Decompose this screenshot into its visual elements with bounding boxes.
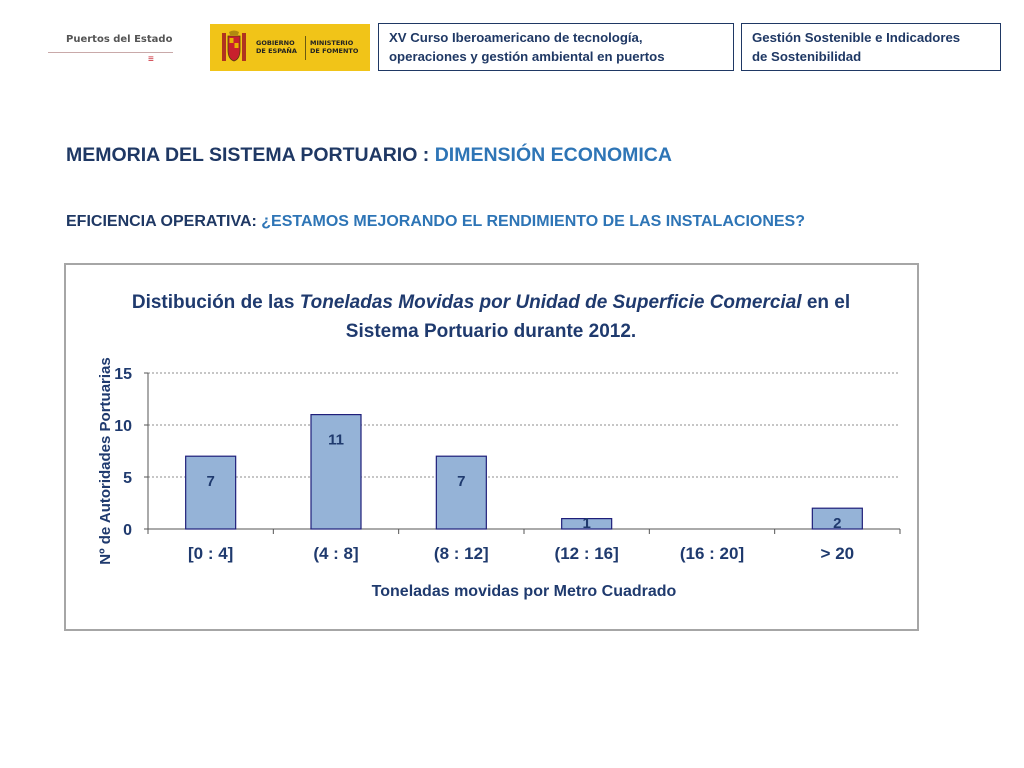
ministerio-label: MINISTERIO DE FOMENTO (310, 39, 359, 55)
chart-title-line-2: Sistema Portuario durante 2012. (346, 321, 636, 342)
y-tick-label: 5 (123, 470, 132, 487)
bar-1 (310, 414, 362, 530)
logo-separator (305, 36, 306, 60)
course-title-box: XV Curso Iberoamericano de tecnología, o… (378, 23, 734, 71)
logo-divider (48, 52, 173, 53)
topic-line-1: Gestión Sostenible e Indicadores (752, 30, 961, 45)
gobierno-label: GOBIERNO DE ESPAÑA (256, 39, 297, 55)
data-label-2: 7 (457, 473, 465, 490)
puertos-logo-text: Puertos del Estado (66, 34, 173, 45)
x-tick-label-4: (16 : 20] (680, 544, 744, 563)
chart-title-part-1: Toneladas Movidas por Unidad de Superfic… (300, 292, 803, 313)
page-subtitle-main: EFICIENCIA OPERATIVA: (66, 213, 262, 230)
page-subtitle-accent: ¿ESTAMOS MEJORANDO EL RENDIMIENTO DE LAS… (261, 213, 805, 230)
bar-0 (185, 455, 237, 530)
bar-chart: Distibución de las Toneladas Movidas por… (97, 292, 901, 600)
x-axis-title: Toneladas movidas por Metro Cuadrado (372, 583, 677, 600)
chart-title-part-0: Distibución de las (132, 292, 300, 313)
x-tick-label-3: (12 : 16] (555, 544, 619, 563)
chart-frame: Distibución de las Toneladas Movidas por… (64, 263, 919, 631)
data-label-5: 2 (833, 515, 841, 532)
page-title-main: MEMORIA DEL SISTEMA PORTUARIO : (66, 144, 435, 166)
y-tick-label: 10 (114, 418, 132, 435)
gobierno-espana-logo: GOBIERNO DE ESPAÑA MINISTERIO DE FOMENTO (210, 24, 370, 71)
page-subtitle: EFICIENCIA OPERATIVA: ¿ESTAMOS MEJORANDO… (66, 213, 805, 231)
course-title-line-2: operaciones y gestión ambiental en puert… (389, 49, 665, 64)
data-label-3: 1 (582, 515, 590, 532)
y-tick-label: 0 (123, 522, 132, 539)
x-tick-label-2: (8 : 12] (434, 544, 489, 563)
data-label-0: 7 (206, 473, 214, 490)
topic-box: Gestión Sostenible e Indicadores de Sost… (741, 23, 1001, 71)
bar-3 (561, 518, 613, 530)
course-title-line-1: XV Curso Iberoamericano de tecnología, (389, 30, 643, 45)
page-title: MEMORIA DEL SISTEMA PORTUARIO : DIMENSIÓ… (66, 144, 672, 167)
x-tick-label-5: > 20 (821, 544, 855, 563)
coat-of-arms-icon (222, 30, 246, 62)
x-tick-label-1: (4 : 8] (313, 544, 358, 563)
puertos-del-estado-logo: Puertos del Estado ≡ (48, 28, 178, 68)
page-title-accent: DIMENSIÓN ECONOMICA (434, 144, 672, 166)
chart-title-line-1: Distibución de las Toneladas Movidas por… (132, 292, 850, 313)
y-axis-title: Nº de Autoridades Portuarias (97, 357, 114, 564)
bar-5 (811, 507, 863, 530)
bar-2 (435, 455, 487, 530)
x-tick-label-0: [0 : 4] (188, 544, 233, 563)
y-tick-label: 15 (114, 366, 132, 383)
data-label-1: 11 (328, 432, 344, 449)
puertos-mark-icon: ≡ (148, 54, 154, 65)
topic-line-2: de Sostenibilidad (752, 49, 862, 64)
chart-title-part-2: en el (802, 292, 851, 313)
